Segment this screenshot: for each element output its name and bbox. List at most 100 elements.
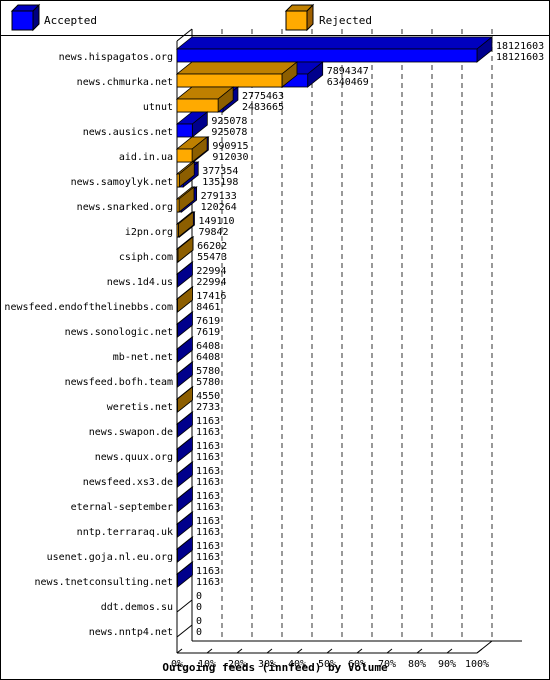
bar-accepted-face [176,523,178,538]
bar-accepted-top [175,36,494,50]
value-label-accepted: 279133 [201,191,237,202]
category-label: nntp.terraraq.uk [77,527,173,538]
legend: Accepted Rejected [10,3,372,32]
x-tick-mark [356,648,363,654]
x-tick-label: 90% [438,659,456,670]
category-label: news.sonologic.net [65,327,173,338]
category-label: newsfeed.endofthelinebbs.com [4,302,173,313]
category-label: news.nntp4.net [89,627,173,638]
x-tick-label: 80% [408,659,426,670]
bar-accepted [175,461,194,488]
value-label-rejected: 22994 [196,277,226,288]
bar-row [175,511,194,538]
value-label-rejected: 912030 [212,152,248,163]
bar-row [175,486,194,513]
category-label: csiph.com [119,252,173,263]
value-label-rejected: 1163 [196,577,220,588]
bar-row [175,461,194,488]
value-label-rejected: 1163 [196,502,220,513]
bar-accepted-face [176,473,178,488]
value-label-accepted: 0 [196,616,202,627]
category-label: news.chmurka.net [77,77,173,88]
bar-empty [176,624,193,638]
bar-rejected-face [176,98,219,113]
value-label-accepted: 0 [196,591,202,602]
value-label-accepted: 6408 [196,341,220,352]
x-axis-title: Outgoing feeds (innfeed) by Volume [162,661,388,674]
category-label: news.ausics.net [83,127,173,138]
value-label-rejected: 8461 [196,302,220,313]
bar-accepted [175,486,194,513]
value-label-rejected: 1163 [196,427,220,438]
x-tick-label: 50% [318,659,336,670]
bar-row [175,311,194,338]
value-label-accepted: 17416 [196,291,226,302]
value-label-accepted: 4550 [196,391,220,402]
bar-row [175,261,194,288]
legend-accepted-label: Accepted [44,14,97,27]
bars [175,36,494,638]
category-label: ddt.demos.su [101,602,173,613]
bar-row [175,161,200,188]
value-label-accepted: 1163 [196,491,220,502]
bar-accepted [175,361,194,388]
bar-row [175,36,494,63]
bar-row [175,536,194,563]
x-tick-mark [206,648,213,654]
value-label-accepted: 1163 [196,541,220,552]
x-tick-label: 10% [198,659,216,670]
value-label-accepted: 149110 [198,216,234,227]
value-label-rejected: 6408 [196,352,220,363]
bar-rejected [175,186,196,213]
bar-row [175,236,195,263]
bar-accepted [175,311,194,338]
category-label: utnut [143,102,173,113]
bar-rejected-face [176,248,179,263]
bar-row [175,61,324,88]
bar-rejected-face [176,398,178,413]
x-tick-mark [296,648,303,654]
value-label-accepted: 925078 [211,116,247,127]
category-label: i2pn.org [125,227,173,238]
bar-row [175,186,198,213]
bar-accepted-face [176,323,178,338]
x-tick-mark [176,648,183,654]
value-label-rejected: 7619 [196,327,220,338]
x-tick-label: 40% [288,659,306,670]
bar-rejected [175,136,209,163]
x-tick-label: 30% [258,659,276,670]
bar-row [175,211,196,238]
gridlines [221,29,493,641]
bar-row [175,111,209,138]
bar-row [175,411,194,438]
value-label-rejected: 1163 [196,477,220,488]
x-tick-mark [416,648,423,654]
bar-accepted-face [176,548,178,563]
value-label-accepted: 1163 [196,441,220,452]
category-label: newsfeed.xs3.de [83,477,173,488]
category-label: mb-net.net [113,352,173,363]
category-label: news.1d4.us [107,277,173,288]
top-corner-line [176,28,193,42]
value-label-accepted: 22994 [196,266,226,277]
x-tick-label: 0% [171,659,183,670]
value-label-rejected: 1163 [196,527,220,538]
value-label-rejected: 135198 [202,177,238,188]
bar-rejected-top [175,61,299,75]
bar-accepted-face [176,573,178,588]
bar-row [175,286,194,313]
bar-accepted [175,111,209,138]
category-label: eternal-september [71,502,173,513]
x-axis-ticks: 0% 10% 20% 30% 40% 50% 60% 70% 80% 90% 100% [171,648,489,670]
category-label: aid.in.ua [119,152,173,163]
x-tick-mark [446,648,453,654]
value-label-rejected: 2483665 [242,102,284,113]
value-label-accepted: 1163 [196,416,220,427]
bar-row [175,361,194,388]
category-labels: news.hispagatos.org news.chmurka.net utnut… [4,52,173,638]
category-label: news.samoylyk.net [71,177,173,188]
bar-accepted-face [176,273,178,288]
category-label: news.snarked.org [77,202,173,213]
